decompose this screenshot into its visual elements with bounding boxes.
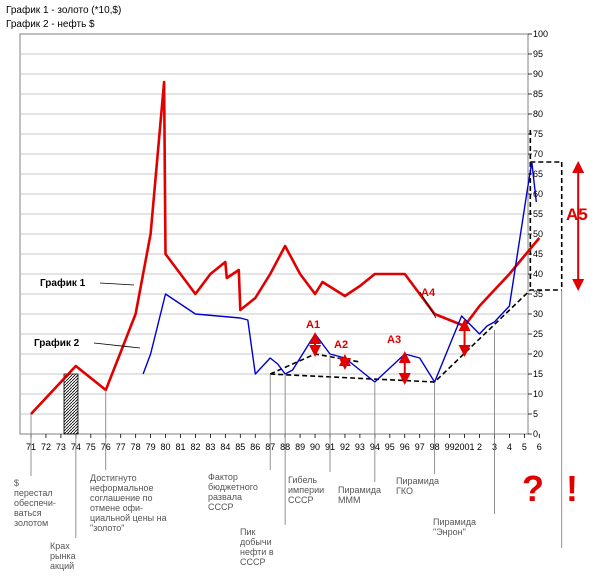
x-tick-label: 92 (340, 442, 350, 452)
annotation-a4: A4 (421, 287, 436, 299)
y-tick-label: 5 (533, 409, 538, 419)
note-enron-pyramid: Пирамида "Энрон" (433, 517, 476, 537)
y-tick-label: 35 (533, 289, 543, 299)
y-tick-label: 75 (533, 129, 543, 139)
series-label-1: График 1 (40, 277, 86, 289)
y-tick-label: 30 (533, 309, 543, 319)
y-tick-label: 25 (533, 329, 543, 339)
x-tick-label: 72 (41, 442, 51, 452)
y-tick-label: 65 (533, 169, 543, 179)
y-tick-label: 15 (533, 369, 543, 379)
y-tick-label: 80 (533, 109, 543, 119)
x-tick-label: 75 (86, 442, 96, 452)
y-tick-label: 55 (533, 209, 543, 219)
note-leader-lines (30, 290, 563, 548)
x-tick-label: 78 (131, 442, 141, 452)
note-dollar-unpegged: $ перестал обеспечи-ваться золотом (14, 478, 56, 528)
y-tick-label: 100 (533, 29, 548, 39)
x-tick-label: 5 (522, 442, 527, 452)
x-tick-label: 6 (537, 442, 542, 452)
y-tick-label: 95 (533, 49, 543, 59)
note-ussr-oil-peak: Пик добычи нефти в СССР (240, 527, 274, 567)
y-tick-label: 10 (533, 389, 543, 399)
x-tick-label: 4 (507, 442, 512, 452)
y-tick-label: 40 (533, 269, 543, 279)
y-tick-label: 90 (533, 69, 543, 79)
annotation-a5: A5 (566, 205, 588, 224)
chart-title-line1: График 1 - золото (*10,$) (6, 5, 122, 16)
x-axis: 71 72 73 74 75 76 77 78 79 80 81 82 83 84 85 86 87 88 89 90… (26, 434, 542, 452)
x-tick-label: 81 (175, 442, 185, 452)
x-tick-label: 93 (355, 442, 365, 452)
note-stock-crash: Крах рынка акций (50, 541, 76, 571)
x-tick-label: 96 (400, 442, 410, 452)
note-mmm-pyramid: Пирамида МММ (338, 485, 381, 505)
x-tick-label: 84 (220, 442, 230, 452)
x-tick-label: 77 (116, 442, 126, 452)
grid-lines (20, 53, 528, 415)
x-tick-label: 89 (295, 442, 305, 452)
x-tick-label: 82 (190, 442, 200, 452)
x-tick-label: 83 (205, 442, 215, 452)
y-tick-label: 45 (533, 249, 543, 259)
note-gko-pyramid: Пирамида ГКО (396, 476, 439, 496)
question-exclamation: ? ! (522, 468, 584, 509)
note-ussr-collapse: Гибель империи СССР (288, 475, 325, 505)
x-tick-label: 80 (161, 442, 171, 452)
x-tick-label: 79 (146, 442, 156, 452)
note-ussr-budget: Фактор бюджетного развала СССР (208, 472, 258, 512)
x-tick-label: 99 (445, 442, 455, 452)
x-tick-label: 95 (385, 442, 395, 452)
annotation-arrows (309, 161, 585, 385)
y-tick-label: 85 (533, 89, 543, 99)
annotation-a3: A3 (387, 334, 401, 346)
series-label-1-leader (99, 282, 135, 286)
x-tick-label: 90 (310, 442, 320, 452)
x-tick-label: 2 (477, 442, 482, 452)
y-tick-label: 0 (533, 429, 538, 439)
annotation-a2: A2 (334, 339, 348, 351)
x-tick-label: 2001 (455, 442, 475, 452)
y-tick-label: 70 (533, 149, 543, 159)
series-label-2-leader (93, 342, 141, 349)
x-tick-label: 86 (250, 442, 260, 452)
highlight-bar-74 (63, 373, 79, 435)
y-tick-label: 50 (533, 229, 543, 239)
y-tick-label: 20 (533, 349, 543, 359)
annotation-a1: A1 (306, 319, 320, 331)
chart-title-line2: График 2 - нефть $ (6, 19, 95, 30)
annotation-a4-leader (419, 291, 437, 319)
x-tick-label: 97 (415, 442, 425, 452)
y-tick-label: 60 (533, 189, 543, 199)
x-tick-label: 85 (235, 442, 245, 452)
note-gold-price-agreement: Достигнуто неформальное соглашение по от… (90, 473, 167, 533)
series-label-2: График 2 (34, 337, 80, 349)
y-axis: 0 5 10 15 20 25 30 35 40 45 50 55 60 65 70 75 80 85 90 95 10… (528, 29, 548, 439)
x-tick-label: 73 (56, 442, 66, 452)
trend-support (270, 289, 562, 383)
